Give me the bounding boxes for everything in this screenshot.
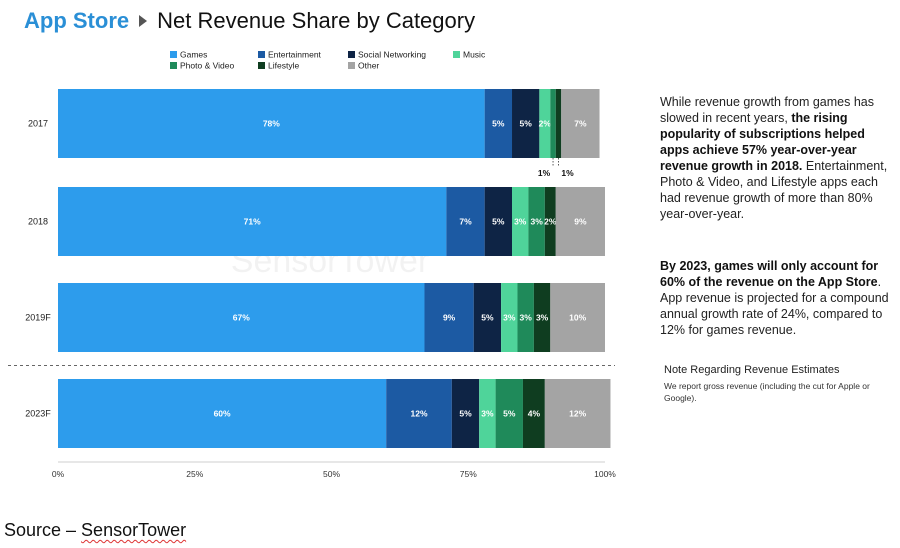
para1-bold: the rising popularity of subscriptions h… <box>660 111 865 173</box>
data-label-entertainment-2018: 7% <box>459 217 472 227</box>
bar-photo-and-video-2017 <box>550 89 556 158</box>
legend-swatch-lifestyle <box>258 62 265 69</box>
bar-other-2019f <box>550 283 605 352</box>
data-label-other-2017: 7% <box>574 119 587 129</box>
data-label-social-networking-2023f: 5% <box>459 409 472 419</box>
source-line: Source – SensorTower <box>4 520 186 541</box>
bar-entertainment-2019f <box>424 283 474 352</box>
y-tick-label-2019f: 2019F <box>25 313 51 323</box>
legend-swatch-photo-and-video <box>170 62 177 69</box>
x-tick-label-4: 100% <box>594 469 616 479</box>
bar-social-networking-2018 <box>484 187 513 256</box>
data-label-music-2019f: 3% <box>503 313 516 323</box>
legend-swatch-music <box>453 51 460 58</box>
note-title: Note Regarding Revenue Estimates <box>664 364 840 376</box>
data-label-photo-and-video-2018: 3% <box>530 217 543 227</box>
legend-label-entertainment: Entertainment <box>268 50 322 60</box>
bar-games-2018 <box>58 187 447 256</box>
bar-social-networking-2019f <box>473 283 502 352</box>
bar-lifestyle-2018 <box>544 187 556 256</box>
bar-entertainment-2023f <box>386 379 452 448</box>
data-label-music-2023f: 3% <box>481 409 494 419</box>
x-tick-label-0: 0% <box>52 469 65 479</box>
data-label-entertainment-2017: 5% <box>492 119 505 129</box>
commentary-paragraph-2: By 2023, games will only account for 60%… <box>660 258 895 338</box>
bar-lifestyle-2019f <box>533 283 551 352</box>
bar-music-2019f <box>501 283 518 352</box>
bar-other-2017 <box>561 89 600 158</box>
data-label-other-2023f: 12% <box>569 409 586 419</box>
bar-lifestyle-2017 <box>555 89 562 158</box>
bar-music-2018 <box>512 187 529 256</box>
data-label-other-2018: 9% <box>574 217 587 227</box>
bar-photo-and-video-2019f <box>517 283 534 352</box>
data-label-photo-and-video-2017: 1% <box>538 168 551 178</box>
data-label-entertainment-2019f: 9% <box>443 313 456 323</box>
data-label-lifestyle-2018: 2% <box>544 217 557 227</box>
source-prefix: Source – <box>4 520 82 540</box>
para1-intro: While revenue growth from games has slow… <box>660 95 874 125</box>
bar-photo-and-video-2018 <box>528 187 545 256</box>
bar-lifestyle-2023f <box>522 379 545 448</box>
data-label-lifestyle-2017: 1% <box>561 168 574 178</box>
data-label-games-2023f: 60% <box>214 409 231 419</box>
x-tick-label-1: 25% <box>186 469 203 479</box>
data-label-social-networking-2017: 5% <box>520 119 533 129</box>
legend-swatch-games <box>170 51 177 58</box>
legend-label-music: Music <box>463 50 486 60</box>
data-label-other-2019f: 10% <box>569 313 586 323</box>
source-name: SensorTower <box>81 520 187 540</box>
data-label-games-2019f: 67% <box>233 313 250 323</box>
legend-label-games: Games <box>180 50 207 60</box>
y-tick-label-2017: 2017 <box>28 119 48 129</box>
commentary-paragraph-1: While revenue growth from games has slow… <box>660 94 895 222</box>
bar-other-2023f <box>544 379 611 448</box>
data-label-photo-and-video-2019f: 3% <box>520 313 533 323</box>
bar-music-2017 <box>539 89 551 158</box>
y-tick-label-2018: 2018 <box>28 217 48 227</box>
data-label-lifestyle-2019f: 3% <box>536 313 549 323</box>
legend-swatch-entertainment <box>258 51 265 58</box>
bar-other-2018 <box>555 187 605 256</box>
x-tick-label-3: 75% <box>460 469 477 479</box>
bar-music-2023f <box>479 379 496 448</box>
data-label-photo-and-video-2023f: 5% <box>503 409 516 419</box>
data-label-games-2017: 78% <box>263 119 280 129</box>
legend-label-lifestyle: Lifestyle <box>268 61 299 71</box>
data-label-social-networking-2018: 5% <box>492 217 505 227</box>
data-label-lifestyle-2023f: 4% <box>528 409 541 419</box>
x-tick-label-2: 50% <box>323 469 340 479</box>
para2-bold: By 2023, games will only account for 60%… <box>660 259 879 289</box>
bar-entertainment-2018 <box>446 187 485 256</box>
bar-social-networking-2023f <box>451 379 480 448</box>
para2-rest: . App revenue is projected for a compoun… <box>660 275 889 337</box>
bar-social-networking-2017 <box>512 89 540 158</box>
legend-swatch-other <box>348 62 355 69</box>
para1-rest: Entertainment, Photo & Video, and Lifest… <box>660 159 888 221</box>
app-store-label: App Store <box>24 8 130 33</box>
chart-title: Net Revenue Share by Category <box>157 8 476 33</box>
data-label-social-networking-2019f: 5% <box>481 313 494 323</box>
bar-entertainment-2017 <box>484 89 513 158</box>
data-label-entertainment-2023f: 12% <box>411 409 428 419</box>
note-body: We report gross revenue (including the c… <box>664 381 870 403</box>
bar-games-2023f <box>58 379 387 448</box>
data-label-music-2017: 2% <box>539 119 552 129</box>
bar-games-2017 <box>58 89 485 158</box>
legend-label-social-networking: Social Networking <box>358 50 426 60</box>
data-label-games-2018: 71% <box>244 217 261 227</box>
legend-swatch-social-networking <box>348 51 355 58</box>
legend-label-photo-and-video: Photo & Video <box>180 61 234 71</box>
chart-title-row: App Store Net Revenue Share by Category <box>24 6 475 36</box>
bar-games-2019f <box>58 283 425 352</box>
chevron-right-icon <box>139 15 148 27</box>
legend-label-other: Other <box>358 61 379 71</box>
data-label-music-2018: 3% <box>514 217 527 227</box>
y-tick-label-2023f: 2023F <box>25 409 51 419</box>
bar-photo-and-video-2023f <box>495 379 523 448</box>
